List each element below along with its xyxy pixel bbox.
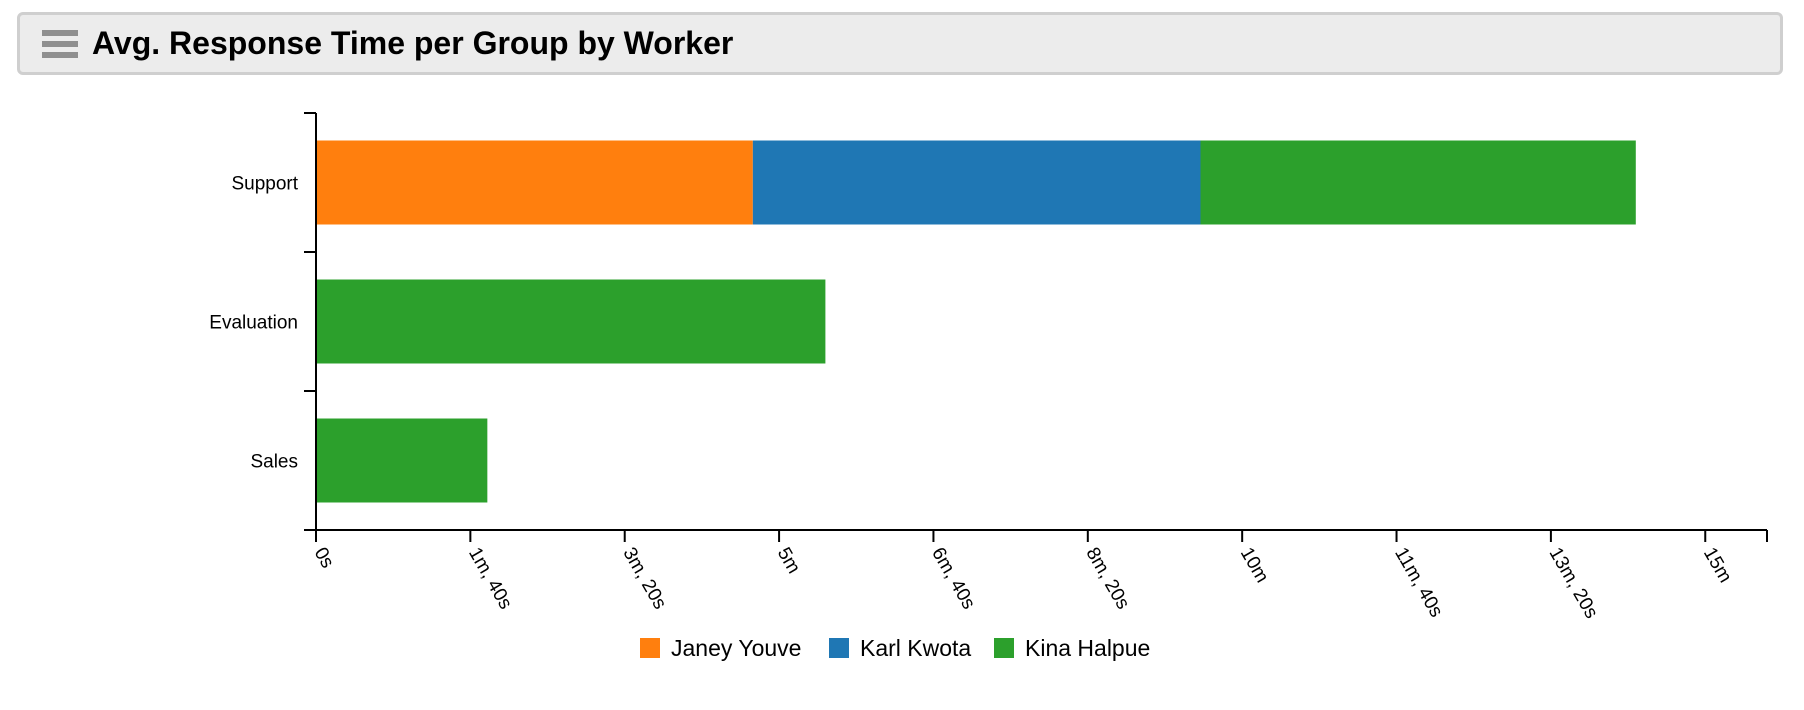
x-tick-label: 3m, 20s (618, 544, 670, 613)
legend-swatch-karl-kwota (829, 638, 849, 658)
y-tick-label: Sales (250, 452, 298, 473)
bar-support-karl-kwota[interactable] (752, 140, 1201, 225)
widget-header: Avg. Response Time per Group by Worker (17, 12, 1783, 75)
widget-title: Avg. Response Time per Group by Worker (92, 25, 734, 61)
x-tick-label: 11m, 40s (1390, 544, 1447, 621)
x-tick-label: 1m, 40s (464, 544, 516, 613)
legend-label-kina-halpue: Kina Halpue (1025, 635, 1150, 661)
legend-label-karl-kwota: Karl Kwota (860, 635, 971, 661)
hamburger-menu-icon[interactable] (42, 29, 78, 58)
legend-swatch-janey-youve (640, 638, 660, 658)
x-tick-label: 0s (310, 544, 338, 572)
y-tick-label: Evaluation (209, 313, 298, 334)
x-tick-label: 5m (773, 544, 804, 577)
bar-evaluation-kina-halpue[interactable] (316, 279, 826, 364)
x-tick-label: 15m (1699, 544, 1736, 587)
bar-sales-kina-halpue[interactable] (316, 418, 488, 503)
y-tick-label: Support (231, 174, 298, 195)
bar-support-janey-youve[interactable] (316, 140, 753, 225)
x-tick-label: 8m, 20s (1081, 544, 1133, 613)
legend-swatch-kina-halpue (994, 638, 1014, 658)
legend-label-janey-youve: Janey Youve (671, 635, 801, 661)
x-tick-label: 13m, 20s (1545, 544, 1602, 622)
x-tick-label: 10m (1236, 544, 1273, 587)
bar-support-kina-halpue[interactable] (1200, 140, 1636, 225)
x-tick-label: 6m, 40s (927, 544, 979, 613)
